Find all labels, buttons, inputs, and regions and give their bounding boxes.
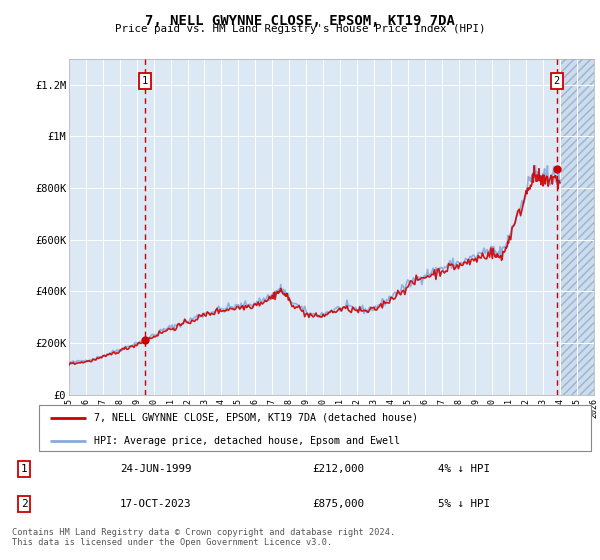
Text: 2: 2: [20, 499, 28, 509]
Text: 7, NELL GWYNNE CLOSE, EPSOM, KT19 7DA (detached house): 7, NELL GWYNNE CLOSE, EPSOM, KT19 7DA (d…: [94, 413, 418, 423]
Text: 2: 2: [553, 76, 560, 86]
Text: 1: 1: [20, 464, 28, 474]
Text: HPI: Average price, detached house, Epsom and Ewell: HPI: Average price, detached house, Epso…: [94, 436, 400, 446]
Text: 17-OCT-2023: 17-OCT-2023: [120, 499, 191, 509]
Text: 24-JUN-1999: 24-JUN-1999: [120, 464, 191, 474]
Text: £212,000: £212,000: [312, 464, 364, 474]
Text: £875,000: £875,000: [312, 499, 364, 509]
FancyBboxPatch shape: [39, 405, 591, 451]
Text: Price paid vs. HM Land Registry's House Price Index (HPI): Price paid vs. HM Land Registry's House …: [115, 24, 485, 34]
Text: 5% ↓ HPI: 5% ↓ HPI: [438, 499, 490, 509]
Text: Contains HM Land Registry data © Crown copyright and database right 2024.
This d: Contains HM Land Registry data © Crown c…: [12, 528, 395, 547]
Text: 1: 1: [142, 76, 148, 86]
Bar: [560, 59, 600, 395]
Text: 7, NELL GWYNNE CLOSE, EPSOM, KT19 7DA: 7, NELL GWYNNE CLOSE, EPSOM, KT19 7DA: [145, 14, 455, 28]
Text: 4% ↓ HPI: 4% ↓ HPI: [438, 464, 490, 474]
Bar: [560, 59, 600, 395]
